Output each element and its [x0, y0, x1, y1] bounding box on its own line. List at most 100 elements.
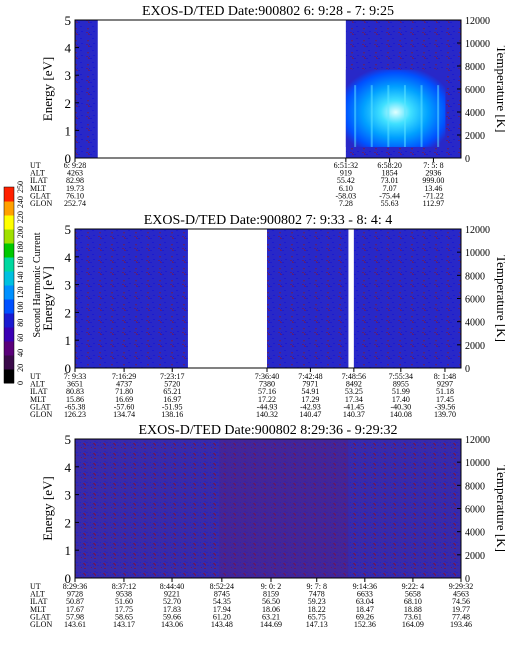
colorbar-tick-label: 200: [16, 226, 25, 238]
orbit-cell: 999.00: [422, 176, 444, 185]
y-right-tick-label: 8000: [465, 271, 485, 282]
orbit-cell: 13.46: [424, 184, 442, 193]
orbit-cell: 139.70: [434, 410, 456, 419]
orbit-cell: 80.83: [66, 387, 84, 396]
y-tick-label: 2: [65, 515, 72, 530]
y-right-tick-label: 10000: [465, 39, 490, 50]
y-right-axis-label: Temperature [K]: [494, 255, 505, 342]
y-right-axis-label: Temperature [K]: [494, 46, 505, 133]
orbit-cell: 73.01: [381, 176, 399, 185]
orbit-cell: 54.35: [213, 597, 231, 606]
orbit-cell: 126.23: [64, 410, 86, 419]
y-tick-label: 3: [65, 68, 72, 83]
y-right-tick-label: 12000: [465, 225, 490, 236]
y-right-tick-label: 4000: [465, 528, 485, 539]
orbit-cell: 9728: [67, 590, 83, 599]
orbit-cell: 6:58:20: [377, 161, 401, 170]
orbit-cell: 7.07: [383, 184, 397, 193]
orbit-cell: 59.66: [163, 612, 181, 621]
data-window: [75, 439, 461, 578]
orbit-cell: 17.94: [213, 605, 231, 614]
orbit-cell: -39.56: [435, 402, 456, 411]
colorbar-segment: [4, 285, 14, 300]
orbit-cell: 143.61: [64, 620, 86, 629]
orbit-cell: 74.56: [452, 597, 470, 606]
y-right-tick-label: 4000: [465, 108, 485, 119]
colorbar-segment: [4, 369, 14, 384]
orbit-cell: 65.21: [163, 387, 181, 396]
orbit-row-label: ILAT: [30, 387, 47, 396]
y-right-tick-label: 4000: [465, 318, 485, 329]
colorbar-tick-label: 250: [16, 181, 25, 193]
y-tick-label: 1: [65, 543, 72, 558]
colorbar-segment: [4, 299, 14, 314]
orbit-row-label: MLT: [30, 395, 46, 404]
orbit-cell: 19.77: [452, 605, 470, 614]
orbit-cell: 7: 5: 8: [423, 161, 443, 170]
orbit-cell: 7380: [259, 380, 275, 389]
orbit-cell: 61.20: [213, 612, 231, 621]
orbit-cell: 8:44:40: [160, 582, 184, 591]
orbit-row-label: ALT: [30, 380, 45, 389]
hot-streak: [387, 85, 390, 147]
y-tick-label: 5: [65, 13, 72, 28]
orbit-cell: 143.06: [161, 620, 183, 629]
colorbar-segment: [4, 355, 14, 370]
orbit-cell: -57.60: [114, 402, 135, 411]
orbit-cell: 77.48: [452, 612, 470, 621]
colorbar-tick-label: 180: [16, 241, 25, 253]
orbit-cell: 17.34: [345, 395, 363, 404]
orbit-row-label: GLAT: [30, 612, 51, 621]
orbit-cell: 51.18: [436, 387, 454, 396]
y-right-tick-label: 2000: [465, 551, 485, 562]
y-right-tick-label: 6000: [465, 505, 485, 516]
orbit-cell: 54.91: [301, 387, 319, 396]
orbit-cell: 53.25: [345, 387, 363, 396]
orbit-cell: -65.38: [65, 402, 86, 411]
y-right-tick-label: 8000: [465, 62, 485, 73]
orbit-cell: 7478: [309, 590, 325, 599]
orbit-row-label: ILAT: [30, 176, 47, 185]
y-right-tick-label: 6000: [465, 85, 485, 96]
colorbar-segment: [4, 313, 14, 328]
orbit-cell: 8:29:36: [63, 582, 87, 591]
orbit-cell: 9: 0: 2: [261, 582, 281, 591]
orbit-cell: 152.36: [354, 620, 376, 629]
y-axis-label: Energy [eV]: [40, 57, 55, 121]
colorbar-segment: [4, 327, 14, 342]
orbit-cell: 134.74: [113, 410, 135, 419]
colorbar-tick-label: 240: [16, 196, 25, 208]
y-right-tick-label: 8000: [465, 481, 485, 492]
orbit-cell: 9538: [116, 590, 132, 599]
orbit-cell: 143.48: [211, 620, 233, 629]
orbit-cell: 4263: [67, 169, 83, 178]
orbit-cell: -71.22: [423, 191, 444, 200]
data-window: [353, 229, 461, 368]
y-right-tick-label: 12000: [465, 435, 490, 446]
colorbar-segment: [4, 341, 14, 356]
orbit-cell: 2936: [425, 169, 441, 178]
orbit-row-label: GLON: [30, 620, 52, 629]
orbit-cell: 16.97: [163, 395, 181, 404]
orbit-cell: 17.40: [392, 395, 410, 404]
y-tick-label: 2: [65, 305, 72, 320]
orbit-cell: 71.80: [115, 387, 133, 396]
orbit-cell: 17.67: [66, 605, 84, 614]
orbit-cell: -75.44: [379, 191, 400, 200]
orbit-cell: 18.22: [308, 605, 326, 614]
colorbar-tick-label: 120: [16, 287, 25, 299]
y-tick-label: 0: [65, 571, 72, 586]
orbit-row-label: UT: [30, 372, 41, 381]
orbit-cell: 147.13: [306, 620, 328, 629]
orbit-cell: 9:14:36: [353, 582, 377, 591]
y-tick-label: 4: [65, 460, 72, 475]
orbit-cell: 58.65: [115, 612, 133, 621]
orbit-row-label: GLON: [30, 410, 52, 419]
orbit-cell: 7.28: [339, 199, 353, 208]
hot-streak: [354, 85, 357, 147]
orbit-cell: 193.46: [450, 620, 472, 629]
orbit-cell: 5720: [164, 380, 180, 389]
orbit-cell: 140.08: [390, 410, 412, 419]
data-window: [75, 229, 188, 368]
